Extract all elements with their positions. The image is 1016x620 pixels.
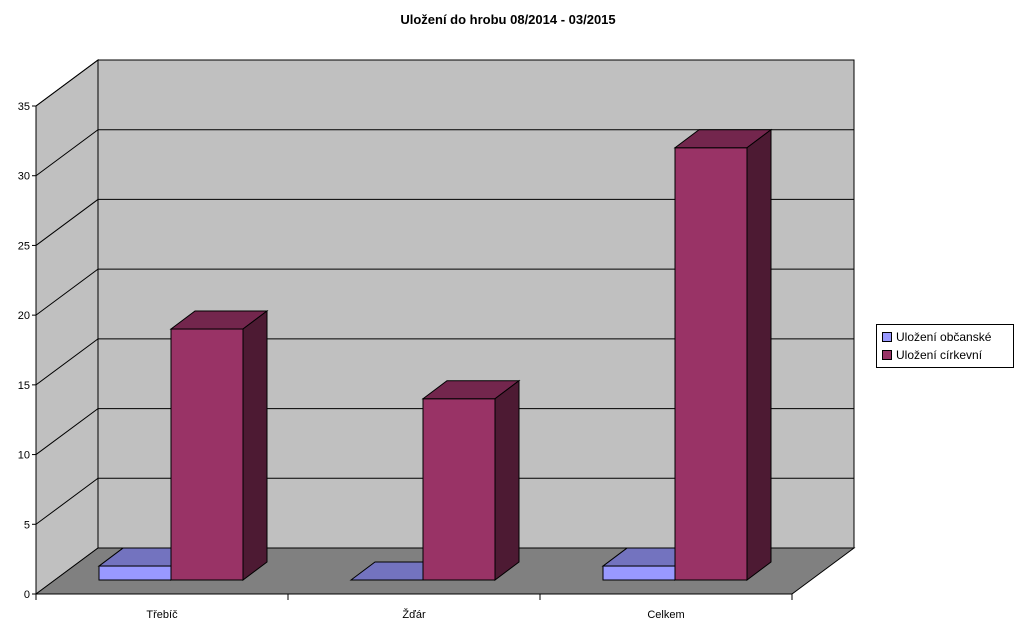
legend-item-series-1: Uložení občanské (882, 328, 1008, 346)
y-tick-label-15: 15 (18, 380, 30, 392)
x-tick-label-2: Celkem (647, 609, 684, 620)
gridline-35 (35, 59, 854, 107)
y-tick-label-25: 25 (18, 240, 30, 252)
gridline-5 (35, 477, 854, 525)
y-tick-label-5: 5 (24, 519, 30, 531)
bars (97, 128, 773, 581)
legend-label-series-2: Uložení církevní (896, 348, 983, 362)
x-tick-label-0: Třebíč (146, 609, 178, 620)
legend-swatch-series-2 (882, 350, 892, 360)
y-tick-label-35: 35 (18, 101, 30, 113)
chart-walls (34, 59, 856, 595)
legend-item-series-2: Uložení církevní (882, 346, 1008, 364)
bar-2-0 (169, 310, 269, 581)
side-wall (35, 59, 99, 595)
y-tick-label-30: 30 (18, 171, 30, 183)
gridline-30 (35, 129, 854, 177)
y-tick-label-10: 10 (18, 450, 30, 462)
legend: Uložení občanské Uložení církevní (876, 324, 1014, 368)
axes (32, 105, 793, 600)
gridlines (35, 59, 854, 525)
gridline-10 (35, 408, 854, 455)
tick-labels: 0 5 10 15 20 25 30 35 Třebíč Žďár Celkem (18, 101, 685, 620)
y-tick-label-0: 0 (24, 589, 30, 601)
x-tick-label-1: Žďár (402, 608, 426, 620)
bar-2-1 (421, 379, 521, 581)
bar-2-2 (673, 128, 773, 581)
legend-swatch-series-1 (882, 332, 892, 342)
gridline-20 (35, 268, 854, 316)
legend-label-series-1: Uložení občanské (896, 330, 992, 344)
chart-title: Uložení do hrobu 08/2014 - 03/2015 (400, 12, 616, 27)
y-tick-label-20: 20 (18, 310, 30, 322)
gridline-25 (35, 198, 854, 246)
gridline-15 (35, 338, 854, 386)
